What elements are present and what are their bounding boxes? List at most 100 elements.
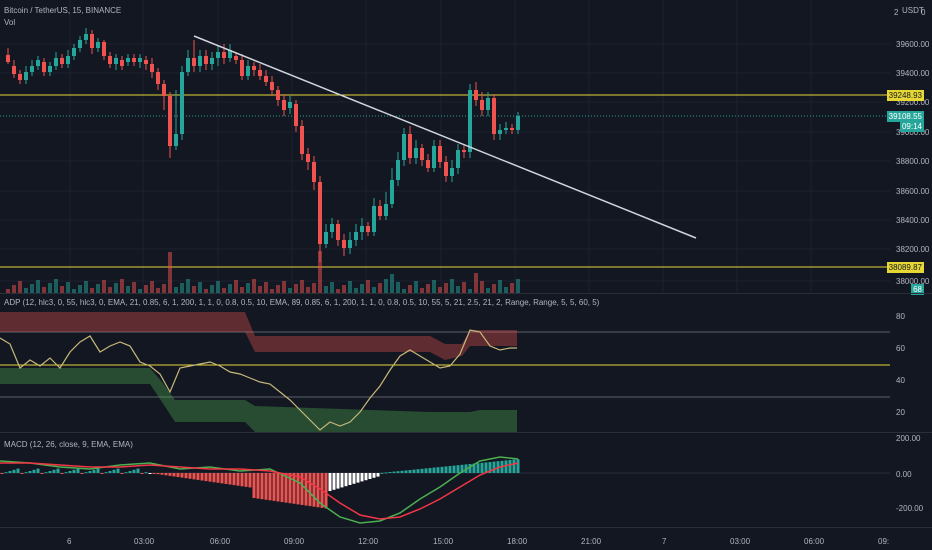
volume-bar xyxy=(132,282,136,293)
candle-body xyxy=(318,182,322,244)
time-label: 09:00 xyxy=(284,537,305,546)
time-label: 6 xyxy=(67,537,72,546)
candle-body xyxy=(366,226,370,232)
volume-bar xyxy=(462,282,466,293)
macd-histogram-bar xyxy=(456,465,460,473)
macd-histogram-bar xyxy=(312,473,316,507)
signal-line xyxy=(0,462,519,520)
volume-bar xyxy=(258,286,262,293)
macd-histogram-bar xyxy=(288,473,292,504)
pane-separator[interactable] xyxy=(0,432,932,433)
macd-histogram-bar xyxy=(268,473,272,501)
volume-bar xyxy=(102,280,106,293)
volume-bar xyxy=(282,281,286,293)
candle-body xyxy=(300,126,304,154)
macd-histogram-bar xyxy=(36,468,40,473)
macd-histogram-bar xyxy=(144,472,148,474)
candle-body xyxy=(354,232,358,240)
current-price-tag: 39108.55 xyxy=(886,111,924,122)
candle-body xyxy=(312,162,316,182)
volume-bar xyxy=(138,289,142,293)
pane-separator[interactable] xyxy=(0,293,932,294)
volume-bar xyxy=(234,280,238,293)
volume-bar xyxy=(252,279,256,293)
candle-body xyxy=(162,84,166,96)
macd-histogram-bar xyxy=(476,463,480,473)
candle-body xyxy=(198,56,202,66)
macd-histogram-bar xyxy=(80,473,84,474)
price-tick: 39600.00 xyxy=(896,40,930,49)
candle-body xyxy=(186,58,190,72)
macd-histogram-bar xyxy=(516,459,520,473)
macd-histogram-bar xyxy=(140,473,144,474)
candle-body xyxy=(258,70,262,76)
macd-histogram-bar xyxy=(8,471,12,473)
macd-histogram-bar xyxy=(92,469,96,473)
candle-body xyxy=(342,240,346,248)
macd-histogram-bar xyxy=(136,468,140,473)
volume-bar xyxy=(336,289,340,293)
candle-body xyxy=(378,206,382,216)
macd-histogram-bar xyxy=(300,473,304,505)
macd-histogram-bar xyxy=(324,473,328,509)
volume-bar xyxy=(474,273,478,293)
macd-histogram-bar xyxy=(236,473,240,486)
volume-bar xyxy=(378,283,382,293)
adp-chart-canvas[interactable] xyxy=(0,294,932,432)
candle-body xyxy=(324,232,328,244)
macd-histogram-bar xyxy=(180,473,184,478)
volume-bar xyxy=(324,286,328,293)
macd-histogram-bar xyxy=(424,468,428,473)
candle-body xyxy=(372,206,376,232)
macd-pane[interactable]: MACD (12, 26, close, 9, EMA, EMA) 200.00… xyxy=(0,433,932,527)
time-label: 06:00 xyxy=(804,537,825,546)
scale-button-2[interactable]: 0 xyxy=(921,8,926,17)
macd-histogram-bar xyxy=(364,473,368,481)
volume-bar xyxy=(480,281,484,293)
countdown-tag: 09:14 xyxy=(899,121,924,132)
price-chart-canvas[interactable] xyxy=(0,0,932,293)
volume-bar xyxy=(432,280,436,293)
time-axis[interactable]: 6 03:00 06:00 09:00 12:00 15:00 18:00 21… xyxy=(0,528,932,550)
candle-body xyxy=(468,90,472,152)
adp-pane[interactable]: ADP (12, hlc3, 0, 55, hlc3, 0, EMA, 21, … xyxy=(0,294,932,432)
macd-label: MACD (12, 26, close, 9, EMA, EMA) xyxy=(4,440,133,449)
time-label: 03:00 xyxy=(134,537,155,546)
volume-bar xyxy=(72,289,76,293)
macd-histogram-bar xyxy=(296,473,300,505)
macd-histogram-bar xyxy=(308,473,312,507)
volume-bar xyxy=(330,282,334,293)
volume-bar xyxy=(510,283,514,293)
price-pane[interactable]: Bitcoin / TetherUS, 15, BINANCE Vol 2 US… xyxy=(0,0,932,295)
macd-histogram-bar xyxy=(412,469,416,473)
adp-lower-band xyxy=(0,368,517,432)
macd-histogram-bar xyxy=(460,464,464,473)
volume-bar xyxy=(438,287,442,293)
scale-button-1[interactable]: 2 xyxy=(894,8,899,17)
volume-bar xyxy=(450,279,454,293)
macd-histogram-bar xyxy=(56,468,60,473)
macd-histogram-bar xyxy=(444,466,448,473)
candle-body xyxy=(90,34,94,48)
candle-body xyxy=(348,240,352,248)
candle-body xyxy=(288,102,292,108)
macd-histogram-bar xyxy=(332,473,336,490)
macd-histogram-bar xyxy=(152,473,156,474)
candle-body xyxy=(72,48,76,56)
macd-histogram-bar xyxy=(280,473,284,503)
macd-chart-canvas[interactable] xyxy=(0,433,932,527)
price-tick: 38000.00 xyxy=(896,277,930,286)
macd-histogram-bar xyxy=(216,473,220,483)
macd-histogram-bar xyxy=(168,473,172,476)
macd-histogram-bar xyxy=(240,473,244,487)
volume-bar xyxy=(504,287,508,293)
macd-histogram-bar xyxy=(260,473,264,500)
price-tick: 38400.00 xyxy=(896,216,930,225)
macd-histogram-bar xyxy=(316,473,320,508)
candle-body xyxy=(516,116,520,130)
macd-histogram-bar xyxy=(164,473,168,476)
macd-histogram-bar xyxy=(376,473,380,477)
volume-bar xyxy=(156,288,160,293)
time-label: 03:00 xyxy=(730,537,751,546)
macd-histogram-bar xyxy=(328,473,332,491)
